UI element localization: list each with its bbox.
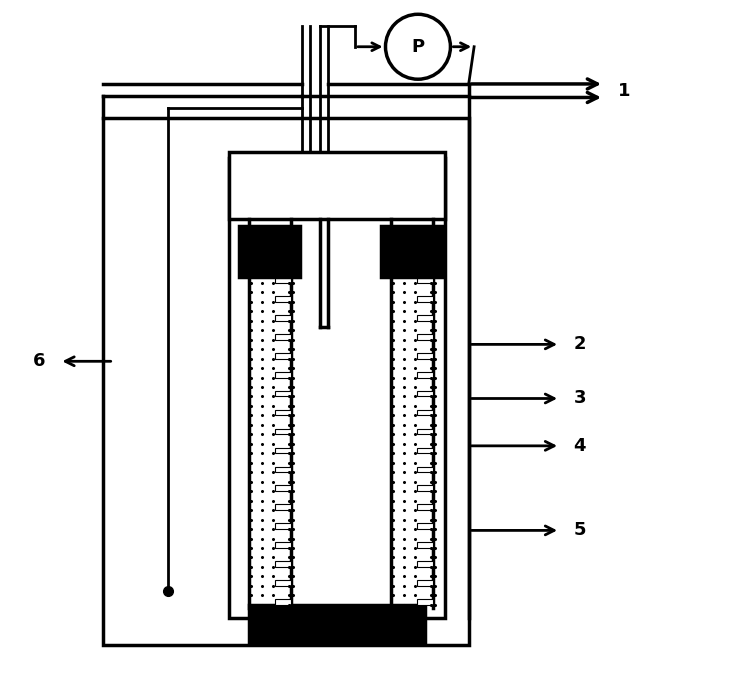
- Bar: [239, 226, 300, 277]
- Bar: [417, 486, 433, 491]
- Bar: [229, 158, 445, 619]
- Text: 1: 1: [618, 82, 630, 100]
- Text: 5: 5: [574, 522, 586, 539]
- Bar: [417, 277, 433, 283]
- Bar: [417, 505, 433, 510]
- Bar: [275, 353, 291, 359]
- Bar: [275, 447, 291, 454]
- Bar: [417, 580, 433, 586]
- Bar: [417, 391, 433, 396]
- Bar: [275, 296, 291, 301]
- Bar: [275, 315, 291, 321]
- Text: 2: 2: [574, 336, 586, 353]
- Bar: [275, 542, 291, 548]
- Bar: [275, 334, 291, 340]
- Text: 3: 3: [574, 389, 586, 408]
- Text: 4: 4: [574, 437, 586, 455]
- Bar: [275, 580, 291, 586]
- Bar: [275, 466, 291, 472]
- Bar: [275, 599, 291, 605]
- Bar: [249, 605, 425, 642]
- Bar: [229, 151, 445, 219]
- Bar: [417, 334, 433, 340]
- Bar: [417, 315, 433, 321]
- Bar: [417, 353, 433, 359]
- Bar: [275, 239, 291, 245]
- Bar: [417, 542, 433, 548]
- Bar: [275, 523, 291, 529]
- Bar: [103, 118, 469, 645]
- Bar: [417, 523, 433, 529]
- Bar: [417, 372, 433, 378]
- Bar: [275, 561, 291, 567]
- Bar: [417, 429, 433, 434]
- Bar: [275, 258, 291, 264]
- Bar: [417, 561, 433, 567]
- Bar: [275, 505, 291, 510]
- Bar: [275, 372, 291, 378]
- Bar: [417, 258, 433, 264]
- Bar: [417, 239, 433, 245]
- Bar: [417, 447, 433, 454]
- Bar: [417, 410, 433, 415]
- Bar: [275, 391, 291, 396]
- Bar: [275, 410, 291, 415]
- Text: 6: 6: [32, 353, 45, 370]
- Bar: [275, 429, 291, 434]
- Bar: [417, 599, 433, 605]
- Bar: [417, 466, 433, 472]
- Bar: [275, 277, 291, 283]
- Bar: [275, 486, 291, 491]
- Bar: [381, 226, 441, 277]
- Bar: [417, 296, 433, 301]
- Text: P: P: [411, 38, 425, 56]
